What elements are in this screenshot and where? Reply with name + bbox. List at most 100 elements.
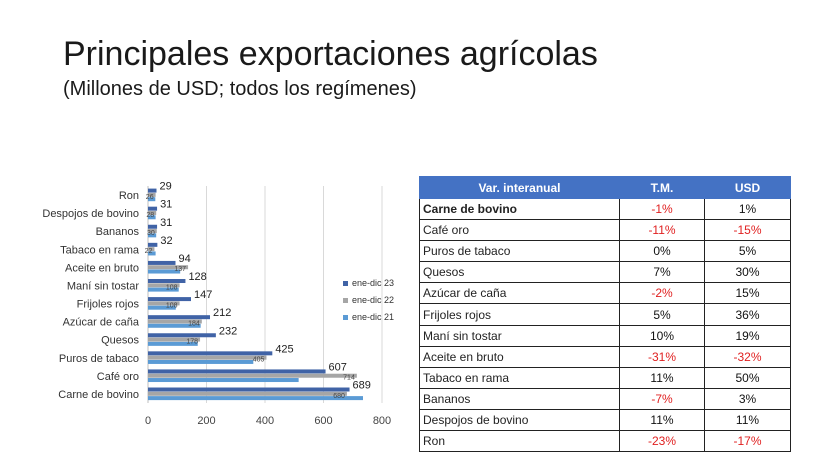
tm-change-cell: 7% [619, 261, 705, 284]
legend-label: ene-dic 22 [352, 295, 394, 305]
bar-ene-dic-21 [148, 233, 157, 238]
data-label-ene-dic-23: 425 [275, 343, 293, 355]
tm-change-cell: 0% [619, 240, 705, 263]
product-name-cell: Azúcar de caña [419, 282, 620, 305]
bar-ene-dic-21 [148, 287, 179, 292]
bar-ene-dic-23 [148, 297, 191, 302]
bar-ene-dic-23 [148, 188, 157, 193]
column-header-tm: T.M. [619, 176, 705, 199]
x-tick-label: 0 [145, 415, 151, 427]
year-over-year-table: Var. interanual T.M. USD Carne de bovino… [419, 176, 791, 453]
product-name-cell: Quesos [419, 261, 620, 284]
tm-change-cell: 11% [619, 366, 705, 389]
category-label: Carne de bovino [58, 389, 139, 401]
data-label-ene-dic-22: 405 [253, 357, 265, 364]
usd-change-cell: 1% [704, 197, 791, 221]
data-label-ene-dic-22: 714 [343, 375, 355, 382]
bar-ene-dic-23 [148, 224, 158, 229]
usd-change-cell: -15% [704, 219, 791, 242]
bar-ene-dic-23 [148, 206, 158, 211]
category-label: Puros de tabaco [59, 353, 139, 365]
product-name-cell: Aceite en bruto [419, 345, 620, 368]
bar-ene-dic-22 [148, 247, 155, 252]
data-label-ene-dic-22: 680 [333, 393, 345, 400]
slide-subtitle: (Millones de USD; todos los regímenes) [63, 78, 417, 100]
data-label-ene-dic-23: 128 [188, 271, 206, 283]
bar-ene-dic-23 [148, 279, 186, 284]
category-label: Café oro [97, 371, 139, 383]
table-row: Azúcar de caña -2% 15% [419, 282, 791, 305]
bar-ene-dic-23 [148, 315, 211, 320]
legend-label: ene-dic 23 [352, 278, 394, 288]
bar-ene-dic-22 [148, 229, 157, 234]
usd-change-cell: -32% [704, 345, 791, 368]
data-label-ene-dic-22: 28 [146, 212, 154, 219]
bar-ene-dic-22 [148, 373, 357, 378]
usd-change-cell: 19% [704, 324, 791, 347]
category-label: Ron [119, 190, 139, 202]
table-row: Café oro -11% -15% [419, 219, 791, 242]
category-label: Bananos [96, 226, 140, 238]
data-label-ene-dic-23: 94 [178, 253, 190, 265]
bar-ene-dic-22 [148, 391, 347, 396]
legend-swatch [343, 298, 348, 303]
data-label-ene-dic-22: 178 [186, 339, 198, 346]
data-label-ene-dic-22: 26 [146, 194, 154, 201]
bar-ene-dic-21 [148, 396, 363, 401]
bar-ene-dic-21 [148, 341, 198, 346]
product-name-cell: Tabaco en rama [419, 366, 620, 389]
usd-change-cell: 5% [704, 240, 791, 263]
tm-change-cell: 5% [619, 303, 705, 326]
bar-ene-dic-22 [148, 319, 202, 324]
x-tick-label: 200 [197, 415, 215, 427]
data-label-ene-dic-23: 31 [160, 217, 172, 229]
bar-ene-dic-21 [148, 269, 181, 274]
table-header-row: Var. interanual T.M. USD [419, 176, 791, 199]
table-row: Tabaco en rama 11% 50% [419, 366, 791, 389]
legend-swatch [343, 281, 348, 286]
table-row: Aceite en bruto -31% -32% [419, 345, 791, 368]
tm-change-cell: -31% [619, 345, 705, 368]
bar-ene-dic-23 [148, 260, 176, 265]
x-tick-label: 600 [314, 415, 332, 427]
product-name-cell: Maní sin tostar [419, 324, 620, 347]
bar-ene-dic-22 [148, 192, 156, 197]
category-label: Frijoles rojos [77, 299, 140, 311]
usd-change-cell: 30% [704, 261, 791, 284]
table-row: Carne de bovino -1% 1% [419, 197, 791, 221]
bar-ene-dic-22 [148, 355, 267, 360]
bar-ene-dic-21 [148, 378, 299, 383]
usd-change-cell: -17% [704, 430, 791, 453]
product-name-cell: Despojos de bovino [419, 408, 620, 432]
data-label-ene-dic-22: 137 [174, 266, 186, 273]
bar-ene-dic-23 [148, 242, 158, 247]
product-name-cell: Carne de bovino [419, 197, 620, 221]
x-tick-label: 800 [373, 415, 391, 427]
bar-ene-dic-22 [148, 283, 180, 288]
product-name-cell: Ron [419, 430, 620, 453]
category-label: Tabaco en rama [60, 244, 140, 256]
data-label-ene-dic-23: 607 [329, 361, 347, 373]
column-header-usd: USD [704, 176, 791, 199]
table-row: Quesos 7% 30% [419, 261, 791, 284]
table-row: Puros de tabaco 0% 5% [419, 240, 791, 263]
tm-change-cell: -2% [619, 282, 705, 305]
bar-ene-dic-23 [148, 369, 326, 374]
data-label-ene-dic-23: 147 [194, 289, 212, 301]
slide-title: Principales exportaciones agrícolas [63, 35, 598, 73]
data-label-ene-dic-22: 184 [188, 320, 200, 327]
data-label-ene-dic-23: 689 [353, 380, 371, 392]
usd-change-cell: 11% [704, 408, 791, 432]
data-label-ene-dic-22: 108 [166, 302, 178, 309]
tm-change-cell: -11% [619, 219, 705, 242]
data-label-ene-dic-23: 32 [160, 235, 172, 247]
bar-ene-dic-21 [148, 305, 176, 310]
tm-change-cell: -1% [619, 197, 705, 221]
usd-change-cell: 36% [704, 303, 791, 326]
tm-change-cell: 10% [619, 324, 705, 347]
data-label-ene-dic-23: 212 [213, 307, 231, 319]
column-header-product: Var. interanual [419, 176, 620, 199]
bar-ene-dic-23 [148, 387, 350, 392]
data-label-ene-dic-23: 29 [159, 181, 171, 193]
bar-ene-dic-21 [148, 215, 156, 220]
